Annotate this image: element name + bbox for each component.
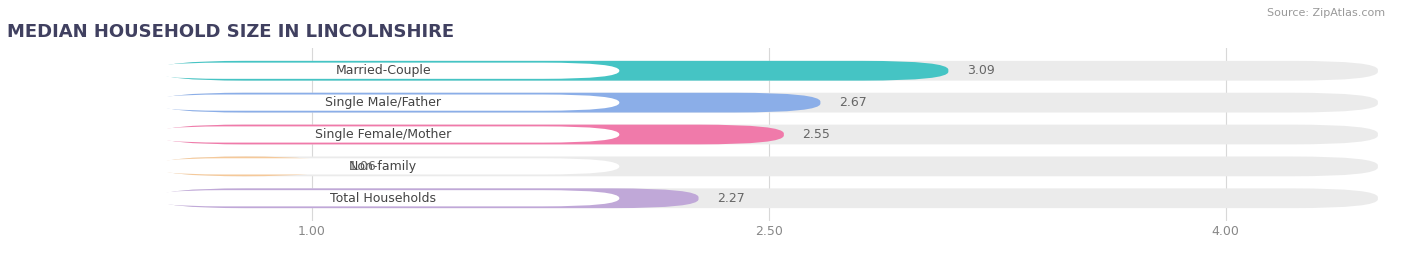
FancyBboxPatch shape [159, 125, 783, 144]
Text: Married-Couple: Married-Couple [336, 64, 432, 77]
FancyBboxPatch shape [148, 190, 619, 206]
Text: Single Male/Father: Single Male/Father [325, 96, 441, 109]
FancyBboxPatch shape [148, 158, 619, 175]
FancyBboxPatch shape [159, 125, 1378, 144]
FancyBboxPatch shape [148, 63, 619, 79]
FancyBboxPatch shape [159, 157, 330, 176]
Text: MEDIAN HOUSEHOLD SIZE IN LINCOLNSHIRE: MEDIAN HOUSEHOLD SIZE IN LINCOLNSHIRE [7, 23, 454, 41]
Text: 2.55: 2.55 [801, 128, 830, 141]
FancyBboxPatch shape [159, 157, 1378, 176]
FancyBboxPatch shape [159, 188, 699, 208]
Text: 1.06: 1.06 [349, 160, 375, 173]
Text: 2.27: 2.27 [717, 192, 745, 205]
FancyBboxPatch shape [159, 93, 820, 112]
Text: Total Households: Total Households [330, 192, 436, 205]
Text: Non-family: Non-family [349, 160, 418, 173]
Text: Single Female/Mother: Single Female/Mother [315, 128, 451, 141]
FancyBboxPatch shape [148, 94, 619, 111]
Text: 2.67: 2.67 [838, 96, 866, 109]
FancyBboxPatch shape [159, 93, 1378, 112]
FancyBboxPatch shape [159, 61, 948, 81]
FancyBboxPatch shape [148, 126, 619, 143]
FancyBboxPatch shape [159, 61, 1378, 81]
Text: 3.09: 3.09 [966, 64, 994, 77]
FancyBboxPatch shape [159, 188, 1378, 208]
Text: Source: ZipAtlas.com: Source: ZipAtlas.com [1267, 8, 1385, 18]
